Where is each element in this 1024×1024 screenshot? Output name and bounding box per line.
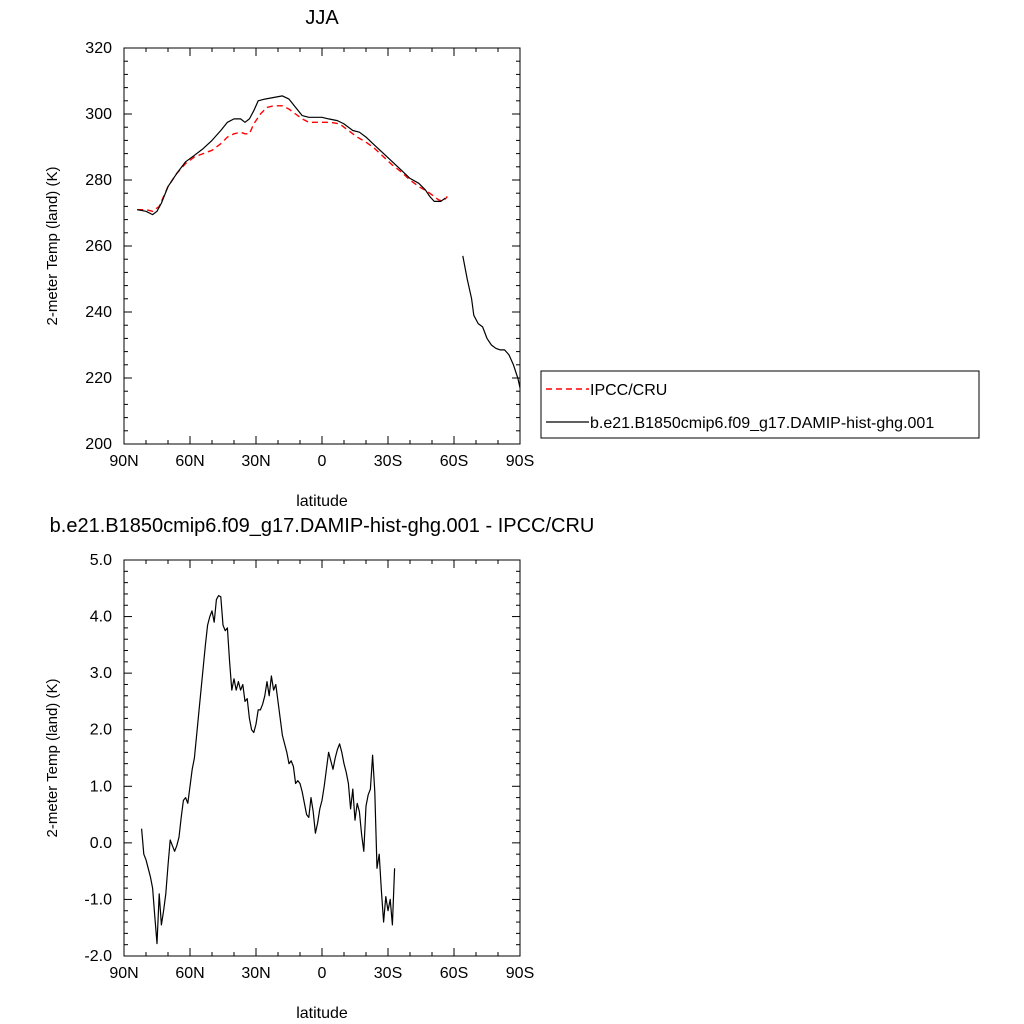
- series-line-1: [462, 255, 521, 389]
- top-series-lines: [137, 95, 521, 389]
- bottom-chart-title: b.e21.B1850cmip6.f09_g17.DAMIP-hist-ghg.…: [50, 515, 595, 537]
- bottom-y-axis-label: 2-meter Temp (land) (K): [44, 679, 61, 838]
- x-tick-label: 30S: [374, 453, 402, 470]
- bottom-x-axis-label: latitude: [296, 1005, 348, 1022]
- bottom-panel: b.e21.B1850cmip6.f09_g17.DAMIP-hist-ghg.…: [44, 515, 594, 1022]
- x-tick-label: 60N: [175, 965, 204, 982]
- x-tick-label: 30S: [374, 965, 402, 982]
- series-line-0: [141, 595, 396, 945]
- y-tick-label: 300: [85, 106, 112, 123]
- x-tick-label: 60S: [440, 453, 468, 470]
- legend-label-model: b.e21.B1850cmip6.f09_g17.DAMIP-hist-ghg.…: [590, 415, 934, 432]
- y-tick-label: -1.0: [84, 891, 112, 908]
- top-panel: JJA 2-meter Temp (land) (K) latitude 90N…: [44, 7, 980, 510]
- y-tick-label: 260: [85, 238, 112, 255]
- bottom-axes-ticks: 90N 60N 30N 0 30S 60S 90S -2.0 -1.0 0.0 1.0 2.0 3.0 4…: [84, 552, 534, 982]
- top-axes-ticks: 90N 60N 30N 0 30S 60S 90S 200 220 240 260 280 300 320: [85, 40, 534, 470]
- x-tick-label: 90N: [109, 965, 138, 982]
- legend-box: [540, 370, 980, 439]
- bottom-plot-frame: [123, 559, 521, 957]
- y-tick-label: 0.0: [90, 835, 112, 852]
- y-tick-label: 4.0: [90, 609, 112, 626]
- series-line-1: [137, 95, 446, 216]
- top-y-axis-label: 2-meter Temp (land) (K): [44, 167, 61, 326]
- y-tick-label: 5.0: [90, 552, 112, 569]
- top-plot-frame: [123, 47, 521, 445]
- x-tick-label: 30N: [241, 965, 270, 982]
- x-tick-label: 90S: [506, 965, 534, 982]
- y-tick-label: 3.0: [90, 665, 112, 682]
- x-tick-label: 90N: [109, 453, 138, 470]
- y-tick-label: 280: [85, 172, 112, 189]
- bottom-series-lines: [141, 595, 396, 945]
- legend-label-ipcc-cru: IPCC/CRU: [590, 382, 667, 399]
- x-tick-label: 0: [318, 453, 327, 470]
- y-tick-label: -2.0: [84, 948, 112, 965]
- x-tick-label: 0: [318, 965, 327, 982]
- y-tick-label: 200: [85, 436, 112, 453]
- y-tick-label: 320: [85, 40, 112, 57]
- x-tick-label: 90S: [506, 453, 534, 470]
- y-tick-label: 1.0: [90, 778, 112, 795]
- y-tick-label: 2.0: [90, 722, 112, 739]
- series-line-0: [137, 105, 448, 212]
- y-tick-label: 240: [85, 304, 112, 321]
- top-chart-title: JJA: [305, 7, 339, 29]
- legend: IPCC/CRU b.e21.B1850cmip6.f09_g17.DAMIP-…: [540, 370, 980, 439]
- top-x-axis-label: latitude: [296, 493, 348, 510]
- y-tick-label: 220: [85, 370, 112, 387]
- x-tick-label: 30N: [241, 453, 270, 470]
- x-tick-label: 60N: [175, 453, 204, 470]
- x-tick-label: 60S: [440, 965, 468, 982]
